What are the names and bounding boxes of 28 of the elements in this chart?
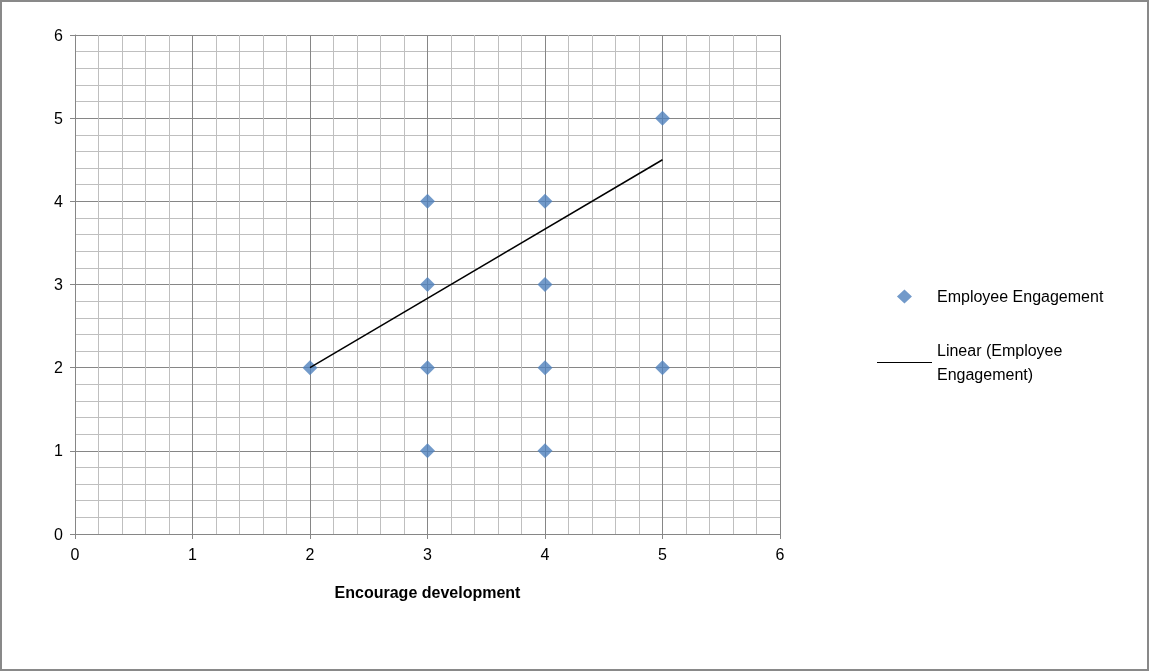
y-tick-label: 1 — [54, 442, 64, 460]
y-tick-label: 2 — [54, 359, 64, 377]
y-tick-label: 3 — [54, 276, 64, 293]
x-tick-label: 6 — [775, 545, 785, 563]
x-tick-label: 0 — [70, 545, 80, 563]
point — [537, 193, 553, 209]
y-tick-label: 5 — [54, 109, 64, 127]
point — [420, 360, 435, 376]
x-tick-label: 5 — [658, 545, 668, 563]
point — [537, 360, 553, 376]
x-tick-label: 2 — [305, 545, 315, 563]
point — [655, 360, 670, 376]
x-tick-label: 3 — [423, 545, 433, 563]
point — [537, 277, 553, 292]
point — [420, 277, 435, 292]
point — [537, 443, 553, 459]
y-tick-label: 0 — [54, 525, 64, 543]
legend-label: Linear (Employee Engagement) — [937, 342, 1067, 383]
y-tick-label: 4 — [54, 192, 64, 210]
point — [420, 443, 435, 459]
point — [420, 193, 435, 209]
y-tick-label: 6 — [54, 26, 64, 44]
x-tick-label: 1 — [188, 545, 198, 563]
x-tick-label: 4 — [540, 545, 550, 563]
point — [655, 110, 670, 126]
legend-label: Employee Engagement — [937, 288, 1104, 305]
x-axis-title: Encourage development — [334, 583, 522, 601]
point — [302, 360, 318, 376]
